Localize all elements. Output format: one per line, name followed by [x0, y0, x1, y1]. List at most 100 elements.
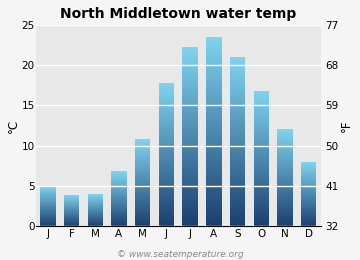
- Bar: [253, 191, 269, 192]
- Bar: [230, 197, 245, 198]
- Bar: [230, 58, 245, 59]
- Bar: [206, 213, 221, 214]
- Bar: [111, 221, 127, 222]
- Bar: [230, 114, 245, 115]
- Bar: [301, 199, 316, 200]
- Bar: [183, 190, 198, 191]
- Bar: [183, 120, 198, 121]
- Bar: [183, 211, 198, 212]
- Bar: [277, 180, 293, 181]
- Bar: [135, 215, 150, 216]
- Bar: [206, 125, 221, 126]
- Bar: [277, 129, 293, 130]
- Bar: [135, 188, 150, 189]
- Bar: [135, 143, 150, 144]
- Bar: [206, 79, 221, 80]
- Bar: [159, 146, 174, 147]
- Bar: [230, 220, 245, 221]
- Bar: [183, 86, 198, 87]
- Bar: [277, 193, 293, 194]
- Bar: [230, 188, 245, 189]
- Bar: [206, 222, 221, 223]
- Bar: [301, 208, 316, 209]
- Bar: [253, 107, 269, 108]
- Bar: [111, 222, 127, 223]
- Bar: [206, 184, 221, 185]
- Bar: [135, 160, 150, 161]
- Bar: [111, 182, 127, 183]
- Bar: [183, 133, 198, 134]
- Bar: [183, 187, 198, 188]
- Bar: [159, 125, 174, 126]
- Bar: [159, 161, 174, 162]
- Bar: [230, 125, 245, 126]
- Bar: [159, 163, 174, 164]
- Bar: [183, 63, 198, 64]
- Bar: [206, 80, 221, 81]
- Bar: [135, 146, 150, 147]
- Bar: [206, 168, 221, 170]
- Bar: [183, 225, 198, 226]
- Bar: [183, 207, 198, 208]
- Bar: [230, 65, 245, 66]
- Bar: [159, 169, 174, 170]
- Bar: [183, 81, 198, 82]
- Bar: [277, 150, 293, 151]
- Bar: [277, 219, 293, 220]
- Bar: [253, 208, 269, 209]
- Bar: [206, 154, 221, 155]
- Bar: [183, 61, 198, 62]
- Bar: [183, 149, 198, 150]
- Bar: [183, 141, 198, 142]
- Bar: [159, 173, 174, 174]
- Bar: [253, 122, 269, 123]
- Bar: [159, 138, 174, 139]
- Bar: [159, 128, 174, 129]
- Bar: [159, 136, 174, 137]
- Bar: [206, 106, 221, 107]
- Bar: [277, 164, 293, 165]
- Bar: [183, 143, 198, 144]
- Bar: [253, 137, 269, 138]
- Bar: [183, 203, 198, 204]
- Bar: [183, 185, 198, 186]
- Bar: [183, 172, 198, 173]
- Bar: [159, 155, 174, 156]
- Bar: [206, 152, 221, 153]
- Bar: [230, 61, 245, 62]
- Bar: [230, 128, 245, 129]
- Bar: [135, 176, 150, 177]
- Bar: [206, 149, 221, 150]
- Bar: [253, 203, 269, 204]
- Bar: [230, 199, 245, 200]
- Bar: [135, 162, 150, 163]
- Bar: [206, 75, 221, 76]
- Bar: [183, 138, 198, 139]
- Bar: [230, 174, 245, 175]
- Bar: [230, 147, 245, 148]
- Bar: [206, 60, 221, 61]
- Bar: [301, 185, 316, 186]
- Bar: [159, 174, 174, 175]
- Bar: [277, 204, 293, 205]
- Bar: [253, 224, 269, 225]
- Bar: [183, 129, 198, 130]
- Bar: [277, 182, 293, 183]
- Bar: [206, 189, 221, 190]
- Bar: [277, 218, 293, 219]
- Bar: [159, 159, 174, 160]
- Bar: [277, 202, 293, 203]
- Bar: [111, 206, 127, 207]
- Bar: [253, 204, 269, 205]
- Bar: [159, 148, 174, 149]
- Bar: [183, 107, 198, 108]
- Bar: [230, 86, 245, 87]
- Bar: [230, 185, 245, 186]
- Bar: [277, 145, 293, 146]
- Bar: [183, 214, 198, 216]
- Bar: [183, 191, 198, 192]
- Bar: [111, 223, 127, 224]
- Bar: [230, 223, 245, 224]
- Bar: [183, 151, 198, 152]
- Bar: [159, 108, 174, 109]
